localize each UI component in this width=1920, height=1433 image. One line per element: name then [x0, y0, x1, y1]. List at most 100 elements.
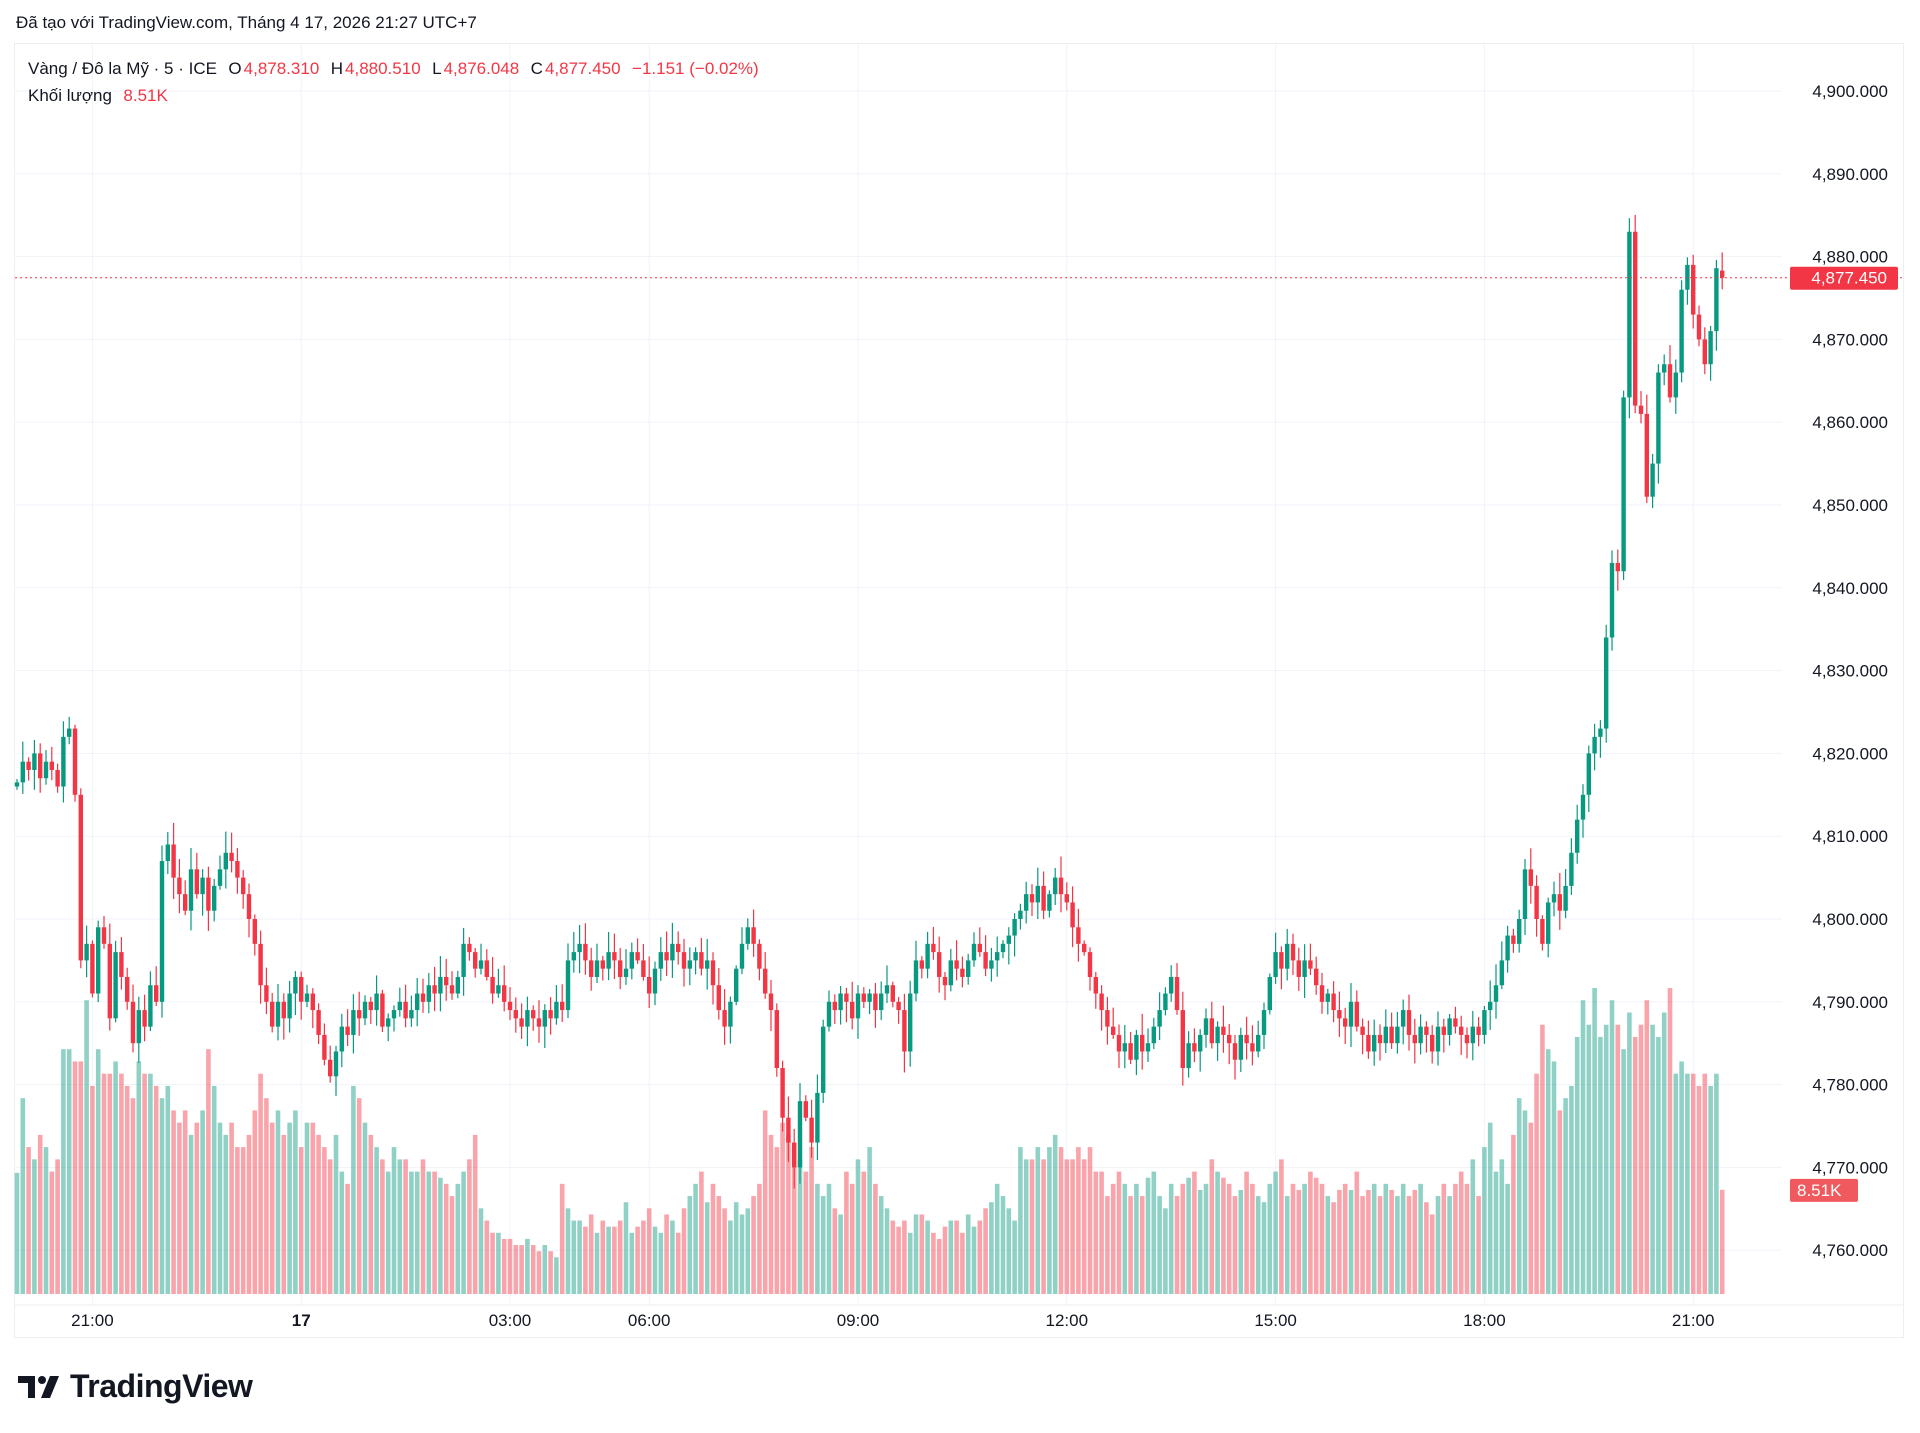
volume-bar: [809, 1147, 814, 1294]
candle: [1534, 875, 1539, 937]
candle-body: [1064, 894, 1069, 903]
volume-bar: [113, 1061, 118, 1294]
volume-bar: [1186, 1177, 1191, 1294]
price-tick-label: 4,830.000: [1812, 662, 1888, 681]
volume-bar: [1406, 1196, 1412, 1294]
candle-body: [484, 960, 489, 977]
candle-body: [803, 1101, 808, 1118]
candle: [525, 996, 530, 1047]
candle: [890, 981, 895, 1008]
candle: [1070, 886, 1075, 948]
volume-bar: [327, 1159, 333, 1294]
candle: [1383, 1009, 1388, 1053]
candle: [171, 822, 176, 900]
candle-body: [1006, 935, 1011, 944]
candle-body: [438, 976, 443, 994]
volume-bar: [1696, 1085, 1702, 1294]
candle-body: [1093, 976, 1098, 994]
high-value: 4,880.510: [345, 59, 421, 78]
volume-bar: [1458, 1171, 1464, 1294]
volume-bar: [1163, 1208, 1168, 1294]
volume-bar: [304, 1122, 310, 1294]
candle-body: [1157, 1010, 1162, 1027]
candle: [1325, 988, 1330, 1015]
candle-body: [1134, 1034, 1139, 1060]
price-tick-label: 4,850.000: [1812, 496, 1888, 515]
candle-body: [1366, 1034, 1371, 1052]
candle-body: [1435, 1026, 1441, 1052]
candle: [177, 859, 182, 914]
candle: [971, 932, 977, 967]
candle: [1331, 981, 1336, 1023]
candle: [1459, 1015, 1464, 1055]
volume-bar: [936, 1238, 942, 1294]
candle: [328, 1045, 333, 1083]
volume-bar: [1209, 1159, 1215, 1294]
candle-body: [1714, 268, 1719, 332]
volume-bar: [1290, 1183, 1296, 1294]
volume-bar: [142, 1073, 147, 1294]
candle-body: [1209, 1018, 1214, 1044]
candle-body: [525, 1010, 530, 1027]
candle: [362, 995, 368, 1026]
volume-bar: [1145, 1177, 1151, 1294]
candle: [478, 943, 484, 975]
candle: [1401, 999, 1406, 1045]
candle-body: [55, 769, 60, 787]
high-label: H: [330, 59, 344, 78]
candle-body: [1145, 1043, 1151, 1052]
candle: [1662, 354, 1667, 386]
candle: [72, 724, 78, 802]
candle-body: [542, 1010, 547, 1027]
candle-body: [1360, 1026, 1365, 1035]
candle-body: [1511, 935, 1516, 944]
volume-bar: [1557, 1110, 1563, 1294]
volume-bar: [414, 1171, 420, 1294]
volume-bar: [948, 1220, 954, 1294]
candle: [1256, 1020, 1261, 1058]
volume-bar: [78, 1061, 84, 1294]
volume-bar: [919, 1214, 925, 1294]
candle-body: [751, 927, 756, 944]
candle: [977, 927, 982, 957]
candle: [188, 848, 194, 931]
tradingview-logo[interactable]: TradingView: [18, 1368, 253, 1405]
volume-bar: [693, 1183, 698, 1294]
candle: [275, 983, 281, 1041]
volume-bar: [1522, 1110, 1528, 1294]
candle-body: [1551, 894, 1557, 903]
volume-bar: [153, 1085, 159, 1294]
symbol-title[interactable]: Vàng / Đô la Mỹ · 5 · ICE: [28, 59, 217, 78]
candle-body: [391, 1010, 397, 1019]
volume-bar: [1197, 1189, 1203, 1294]
time-tick-label: 12:00: [1046, 1311, 1089, 1330]
candle: [1720, 252, 1725, 290]
volume-bar: [1621, 1049, 1626, 1294]
volume-bar: [275, 1110, 281, 1294]
candle-body: [496, 985, 501, 994]
volume-bar: [519, 1245, 524, 1294]
volume-bar: [588, 1214, 594, 1294]
candle-body: [565, 960, 571, 1011]
time-tick-label: 15:00: [1254, 1311, 1297, 1330]
candle-body: [919, 960, 924, 969]
candle-body: [1395, 1026, 1400, 1044]
volume-bar: [182, 1110, 188, 1294]
candle-body: [513, 1010, 518, 1019]
candle-body: [902, 1010, 907, 1052]
candle: [1621, 390, 1626, 580]
candle-body: [797, 1101, 803, 1168]
volume-bar: [670, 1220, 675, 1294]
candle-body: [1070, 902, 1075, 928]
candle: [1029, 884, 1035, 917]
candle: [1140, 1013, 1145, 1070]
candle-body: [101, 927, 107, 944]
volume-bar: [1487, 1122, 1493, 1294]
candle-body: [333, 1051, 339, 1077]
candle: [786, 1096, 791, 1162]
candle: [426, 972, 431, 1014]
candle-body: [432, 985, 437, 994]
candle-body: [1290, 943, 1296, 961]
candle-body: [629, 952, 634, 969]
